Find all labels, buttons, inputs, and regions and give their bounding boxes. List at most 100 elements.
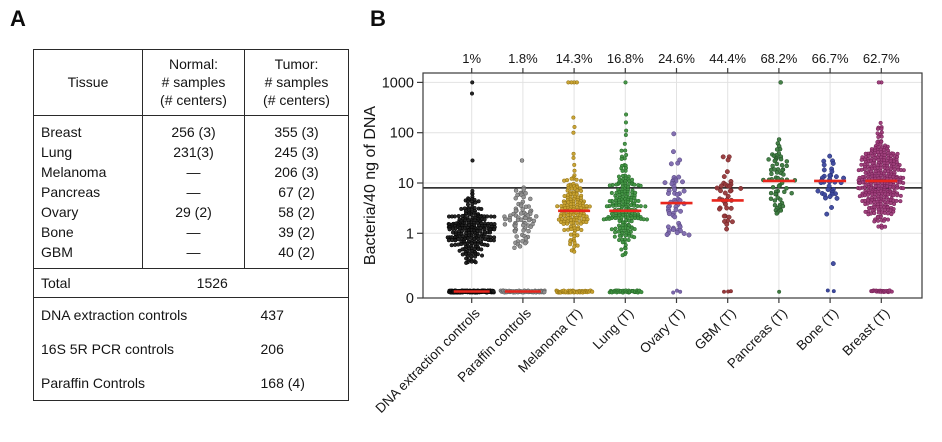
dot: [779, 162, 785, 168]
dot: [623, 132, 628, 138]
x-tick-label: DNA extraction controls: [372, 305, 483, 416]
dot: [465, 202, 471, 207]
dot: [469, 259, 474, 264]
dot: [485, 214, 490, 219]
dot: [821, 167, 827, 173]
dot: [892, 167, 897, 172]
control-value: 437: [260, 306, 284, 323]
dot: [467, 212, 472, 217]
dot: [613, 230, 618, 235]
dot: [562, 227, 567, 233]
dot: [626, 237, 631, 243]
dot: [889, 289, 894, 294]
dot: [772, 158, 778, 164]
dot: [620, 168, 625, 173]
swarm-group-breast-t-: [856, 80, 906, 295]
dot: [632, 182, 637, 187]
swarm-group-lung-t-: [601, 80, 650, 295]
dot: [889, 212, 894, 217]
dot: [507, 217, 513, 223]
dot: [512, 229, 518, 234]
dot: [778, 80, 783, 85]
dot: [612, 234, 617, 239]
dot: [891, 193, 896, 198]
dot: [460, 252, 465, 257]
x-tick-label: Ovary (T): [637, 306, 688, 357]
dot: [901, 168, 906, 173]
dot: [572, 241, 577, 246]
dot: [515, 217, 521, 223]
dot: [513, 208, 519, 214]
dot: [821, 162, 827, 168]
dot: [523, 215, 528, 221]
dot: [521, 194, 526, 200]
tissue-name: Bone: [41, 223, 74, 240]
dot: [620, 240, 625, 245]
dot: [578, 188, 584, 193]
control-label: 16S 5R PCR controls: [41, 340, 175, 357]
control-label: DNA extraction controls: [41, 306, 188, 323]
dot: [772, 198, 778, 203]
dot: [773, 191, 778, 197]
dot: [870, 153, 875, 158]
dot: [513, 196, 518, 201]
dot: [638, 204, 643, 209]
swarm-group-ovary-t-: [660, 131, 693, 295]
percent-label: 66.7%: [812, 51, 849, 66]
dot: [776, 183, 782, 189]
dot: [568, 232, 574, 237]
dot: [876, 210, 881, 215]
dot: [491, 238, 496, 243]
dot: [457, 248, 462, 253]
dot: [824, 211, 830, 217]
plot-box: [422, 72, 923, 299]
dot: [823, 195, 828, 201]
dot: [721, 213, 727, 219]
dot: [872, 211, 877, 216]
dot: [857, 194, 862, 199]
dot: [629, 219, 634, 224]
dot: [569, 227, 574, 232]
dot: [891, 185, 896, 190]
dot: [876, 134, 881, 140]
dot: [872, 219, 877, 224]
dot: [470, 80, 475, 85]
swarm-group-bone-t-: [814, 153, 847, 294]
panel-b-label: B: [370, 6, 386, 31]
dot: [446, 238, 451, 243]
dot: [565, 227, 571, 232]
dot: [555, 204, 560, 209]
dot: [450, 230, 455, 235]
dot: [616, 229, 621, 234]
dot: [503, 216, 508, 222]
table-body: Breast 256 (3) 355 (3) Lung 231(3) 245 (3) Mel…: [33, 115, 349, 400]
dot: [528, 224, 534, 230]
dot: [632, 203, 637, 208]
table-header-row: Tissue Normal: # samples (# centers) Tumor…: [33, 49, 349, 116]
dot: [636, 198, 641, 204]
swarm-group-paraffin-controls: [498, 158, 547, 295]
normal-count: 231(3): [142, 141, 245, 162]
dot: [875, 218, 881, 223]
dot: [863, 202, 868, 207]
header-normal: Normal: # samples (# centers): [142, 49, 245, 116]
table-row-bone: Bone — 39 (2): [34, 221, 349, 242]
table-header: Tissue Normal: # samples (# centers) Tumor…: [33, 49, 349, 116]
dot: [475, 252, 480, 257]
tissue-name: Melanoma: [41, 163, 107, 180]
dot: [571, 155, 576, 160]
dot: [575, 243, 580, 248]
panel-a-label: A: [10, 6, 26, 31]
y-tick-label: 0: [406, 291, 414, 307]
dot: [675, 160, 681, 166]
tumor-count: 40 (2): [278, 243, 315, 260]
table-row-control-0: DNA extraction controls 437: [34, 297, 349, 332]
dot: [830, 261, 836, 267]
table-row-gbm: GBM — 40 (2): [34, 241, 349, 269]
dot: [898, 199, 903, 204]
dot: [526, 217, 532, 223]
dot: [829, 205, 835, 210]
table-row-ovary: Ovary 29 (2) 58 (2): [34, 201, 349, 222]
dot: [644, 217, 650, 222]
